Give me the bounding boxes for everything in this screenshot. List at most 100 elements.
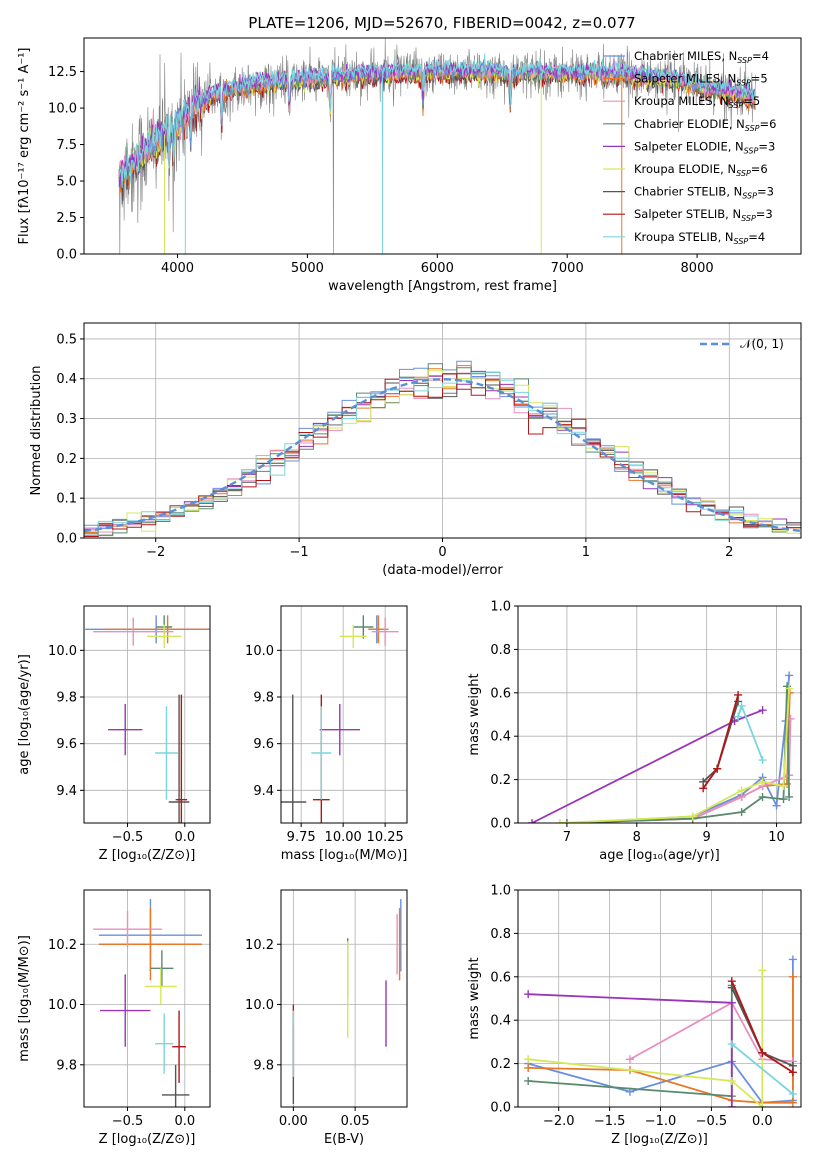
x-tick-label: −1.0 [645,1114,677,1129]
y-tick-label: 0.2 [490,773,511,788]
axes-frame [280,605,408,824]
axes-frame [517,889,802,1108]
model-spectrum-kroupa-stelib [118,53,756,189]
weight-line [702,694,739,789]
x-axis-label: E(B-V) [324,1132,364,1147]
y-tick-label: 0.0 [490,817,511,832]
y-tick-label: 10.0 [48,998,77,1013]
y-tick-label: 10.0 [48,102,77,117]
weight-line [528,976,794,1104]
plots: 4000 5000 6000 7000 80000.02.55.07.510.012.5… [17,37,802,1147]
x-axis-label: (data-model)/error [382,563,503,578]
weight-marker [758,1103,767,1107]
y-axis-label: Normed distribution [29,366,44,496]
weight-marker [758,777,767,786]
y-tick-label: 0.6 [490,686,511,701]
weight-marker [524,1076,533,1085]
weight-marker [524,1063,533,1072]
weight-marker [734,690,743,699]
x-tick-label: 0.0 [174,830,195,845]
weight-marker [527,819,536,823]
weight-marker [788,1098,797,1107]
histogram-kroupa-stelib [84,372,801,536]
legend-entry: Kroupa STELIB, NSSP=4 [634,230,765,246]
x-tick-label: 2 [725,545,733,560]
y-tick-label: 5.0 [56,175,77,190]
weight-marker [758,1048,767,1057]
y-tick-label: 0.4 [56,372,77,387]
x-tick-label: −0.5 [696,1114,728,1129]
weight-line [629,1001,793,1063]
figure-title: PLATE=1206, MJD=52670, FIBERID=0042, z=0… [248,14,635,32]
y-tick-label: 0.4 [490,730,511,745]
panel-weight-vs-age: 7 8 9 10 0.0 0.2 0.4 0.6 0.8 1.0 age [log₁₀(age/yr… [467,600,802,863]
y-tick-label: 0.6 [490,970,511,985]
x-tick-label: −0.5 [112,1114,144,1129]
y-tick-label: 2.5 [56,211,77,226]
legend-entry: Salpeter ELODIE, NSSP=3 [634,139,775,155]
weight-line [559,688,790,823]
weight-marker [699,784,708,793]
plot-area [281,615,399,823]
panel-spectrum: 4000 5000 6000 7000 8000 0.0 2.5 5.0 7.5 10.0 12.5… [17,37,802,294]
y-tick-label: 9.6 [253,737,274,752]
weight-marker [785,671,794,680]
y-tick-label: 10.2 [245,938,274,953]
legend-entry: Salpeter STELIB, NSSP=3 [634,207,773,223]
x-tick-label: 9 [703,830,711,845]
y-tick-label: 9.4 [56,784,77,799]
weight-marker [737,786,746,795]
weight-marker [727,998,736,1007]
legend: Chabrier MILES, NSSP=4 Salpeter MILES, NS… [603,49,776,246]
y-tick-label: 9.4 [253,784,274,799]
weight-marker [555,819,564,823]
y-tick-label: 10.2 [48,938,77,953]
x-tick-label: −2 [146,545,165,560]
weight-marker [785,684,794,693]
y-tick-label: 0.0 [56,532,77,547]
x-tick-label: 0.0 [174,1114,195,1129]
x-tick-label: 1 [582,545,590,560]
y-tick-label: 0.3 [56,412,77,427]
plot-area [84,360,801,538]
weight-marker [788,1089,797,1098]
weight-marker [779,782,788,791]
y-tick-label: 12.5 [48,65,77,80]
y-tick-label: 0.2 [56,452,77,467]
legend-entry: Chabrier ELODIE, NSSP=6 [634,117,776,133]
x-tick-label: 10.00 [325,830,362,845]
y-tick-label: 10.0 [48,644,77,659]
weight-marker [625,1055,634,1064]
y-axis-label: mass weight [467,673,482,755]
y-tick-label: 0.1 [56,492,77,507]
weight-line [528,970,764,1107]
legend-entry: Salpeter MILES, NSSP=5 [634,72,768,88]
panel-weight-vs-Z: −2.0 −1.5 −1.0 −0.5 0.0 0.0 0.2 0.4 0.6 0.8 1.0 Z [… [467,884,802,1147]
weight-marker [772,801,781,810]
weight-line [737,703,764,761]
weight-marker [779,795,788,804]
weight-marker [788,1068,797,1077]
legend-entry: 𝒩(0, 1) [740,337,784,351]
x-tick-label: 8000 [681,261,714,276]
weight-line [731,1043,794,1095]
weight-line [566,686,790,823]
legend-entry: Chabrier STELIB, NSSP=3 [634,185,774,201]
weight-marker [788,955,797,964]
axes-frame [83,37,802,255]
weight-marker [758,792,767,801]
y-axis-label: Flux [fλ10⁻¹⁷ erg cm⁻² s⁻¹ A⁻¹] [17,48,32,245]
panel-residuals: −2 −1 0 1 2 0.0 0.1 0.2 0.3 0.4 0.5 (data-model)/er… [29,322,802,578]
x-tick-label: 6000 [421,261,454,276]
weight-marker [785,792,794,801]
weight-marker [562,819,571,823]
weight-marker [727,977,736,986]
plot-area [85,615,210,823]
gaussian-curve [84,377,801,533]
y-tick-label: 9.8 [56,1058,77,1073]
x-tick-label: 0.0 [752,1114,773,1129]
x-tick-label: −0.5 [112,830,144,845]
y-tick-label: 9.6 [56,737,77,752]
axes-frame [517,605,802,824]
x-tick-label: 9.75 [287,830,316,845]
